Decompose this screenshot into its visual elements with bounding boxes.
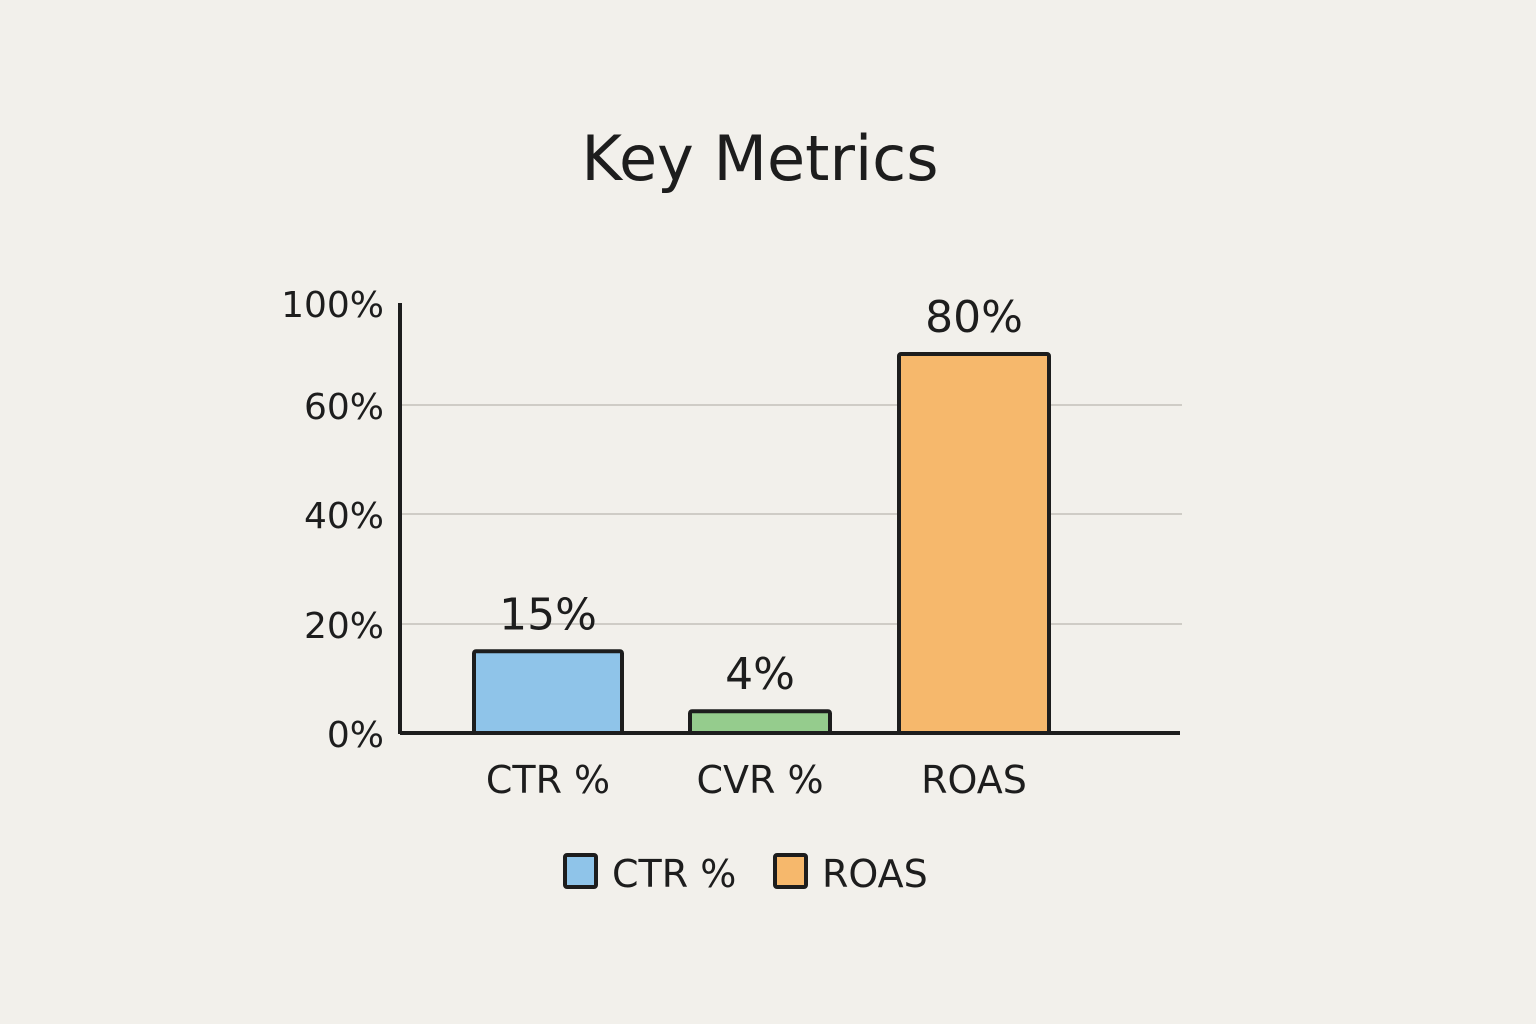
y-tick-label: 60% [304, 387, 384, 428]
gridlines [402, 404, 1182, 625]
x-tick-labels: CTR % CVR % ROAS [486, 758, 1027, 802]
bars: 15% 4% 80% [472, 292, 1051, 736]
legend-label: CTR % [612, 852, 736, 896]
chart-title: Key Metrics [581, 122, 938, 195]
x-tick-label: CVR % [696, 758, 823, 802]
y-tick-label: 40% [304, 496, 384, 537]
y-tick-label: 100% [281, 285, 384, 326]
legend: CTR % ROAS [563, 852, 928, 896]
data-label: 15% [499, 589, 597, 640]
data-label: 80% [925, 292, 1023, 343]
y-tick-label: 0% [327, 715, 384, 756]
legend-swatch [773, 853, 808, 889]
bar-cvr [688, 709, 832, 736]
x-tick-label: ROAS [921, 758, 1027, 802]
bar-roas [897, 352, 1051, 735]
y-tick-labels: 0% 20% 40% 60% 100% [281, 285, 384, 756]
data-label: 4% [725, 649, 795, 700]
bar-ctr [472, 649, 624, 735]
legend-swatch [563, 853, 598, 889]
y-tick-label: 20% [304, 606, 384, 647]
x-tick-label: CTR % [486, 758, 610, 802]
legend-label: ROAS [822, 852, 928, 896]
